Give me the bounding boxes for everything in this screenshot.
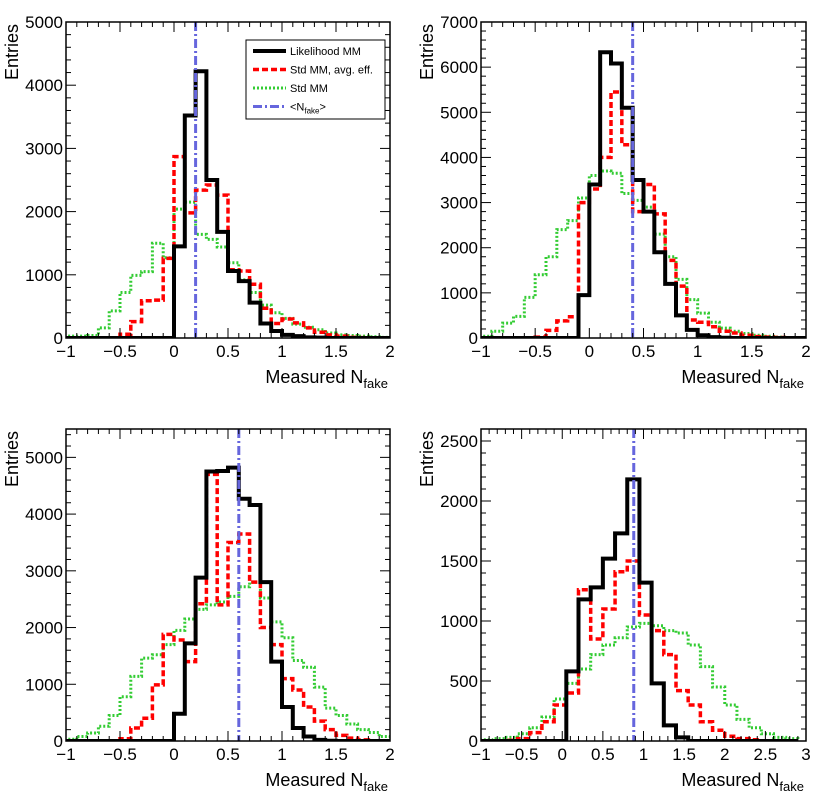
x-tick-label: 0 [585,342,594,361]
x-tick-label: −0.5 [518,342,552,361]
y-tick-label: 0 [54,329,63,348]
x-axis-title: Measured Nfake [681,770,804,794]
y-tick-label: 0 [54,732,63,751]
y-tick-label: 1000 [440,284,478,303]
x-tick-label: 0.5 [216,342,240,361]
x-tick-label: 1 [277,745,286,764]
x-tick-label: −1 [471,342,490,361]
y-tick-label: 500 [450,672,478,691]
legend-box [245,39,386,120]
x-tick-label: 0 [169,745,178,764]
x-tick-label: 1 [277,342,286,361]
y-tick-label: 3000 [25,562,63,581]
x-tick-label: 1.5 [740,342,764,361]
y-tick-label: 2000 [440,239,478,258]
legend-label-std-mm-avg-eff: Std MM, avg. eff. [290,65,373,77]
y-tick-label: 0 [469,732,478,751]
x-tick-label: 0 [558,745,567,764]
x-axis-title: Measured Nfake [681,367,804,391]
x-tick-label: 1 [639,745,648,764]
plot-area-4 [481,429,800,741]
x-tick-label: 2 [385,745,394,764]
x-tick-label: 0.5 [632,342,656,361]
x-tick-label: 0 [169,342,178,361]
panel-4: −1 −0.5 0 0.5 1 1.5 2 2.5 3 0 500 1000 1500 2000 2500 M… [417,428,811,794]
x-tick-label: 3 [801,745,810,764]
y-tick-label: 7000 [440,13,478,32]
y-tick-label: 2000 [440,492,478,511]
x-tick-label: 1 [693,342,702,361]
legend-label-mean-nfake: <Nfake> [290,102,326,116]
x-tick-label: 2 [385,342,394,361]
panel-3: −1 −0.5 0 0.5 1 1.5 2 0 1000 2000 3000 4000 5000 Meas… [2,428,395,794]
legend-label-likelihood-mm: Likelihood MM [290,46,361,58]
x-tick-label: −0.5 [103,745,137,764]
x-tick-label: −0.5 [505,745,539,764]
x-tick-label: 1.5 [324,745,348,764]
y-tick-label: 2000 [25,619,63,638]
y-tick-label: 2000 [25,203,63,222]
y-tick-label: 1500 [440,552,478,571]
y-tick-label: 4000 [440,148,478,167]
y-axis-title: Entries [2,431,22,487]
y-tick-label: 3000 [440,194,478,213]
x-tick-label: 2 [801,342,810,361]
histogram-std-mm [66,580,390,741]
x-tick-label: −1 [56,745,75,764]
x-axis-title: Measured Nfake [265,367,388,391]
y-tick-label: 4000 [25,76,63,95]
x-tick-label: 1.5 [324,342,348,361]
x-tick-label: −1 [56,342,75,361]
x-tick-label: −1 [471,745,490,764]
y-tick-label: 4000 [25,505,63,524]
y-tick-label: 5000 [440,103,478,122]
y-tick-label: 5000 [25,448,63,467]
y-tick-label: 1000 [25,675,63,694]
histogram-likelihood-mm [481,477,798,741]
histogram-std-mm [481,621,800,741]
y-tick-label: 6000 [440,58,478,77]
y-tick-label: 1000 [440,612,478,631]
x-tick-label: 1.5 [672,745,696,764]
x-tick-label: −0.5 [103,342,137,361]
y-tick-label: 3000 [25,139,63,158]
y-tick-label: 0 [469,329,478,348]
legend-label-std-mm: Std MM [290,83,328,95]
panel-2: −1 −0.5 0 0.5 1 1.5 2 0 1000 2000 3000 4000 5000 6000… [417,13,811,391]
histogram-std-mm-avg-eff [66,472,390,741]
y-axis-title: Entries [2,24,22,80]
y-tick-label: 2500 [440,432,478,451]
y-axis-title: Entries [417,24,437,80]
x-tick-label: 2.5 [754,745,778,764]
x-tick-label: 2 [720,745,729,764]
y-tick-label: 1000 [25,266,63,285]
legend: Likelihood MM Std MM, avg. eff. Std MM <Nfa… [245,39,386,120]
panel-1: −1 −0.5 0 0.5 1 1.5 2 0 1000 2000 3000 4000 5000 Meas… [2,13,395,391]
x-tick-label: 0.5 [216,745,240,764]
y-axis-title: Entries [417,431,437,487]
y-tick-label: 5000 [25,13,63,32]
x-tick-label: 0.5 [591,745,615,764]
x-axis-title: Measured Nfake [265,770,388,794]
